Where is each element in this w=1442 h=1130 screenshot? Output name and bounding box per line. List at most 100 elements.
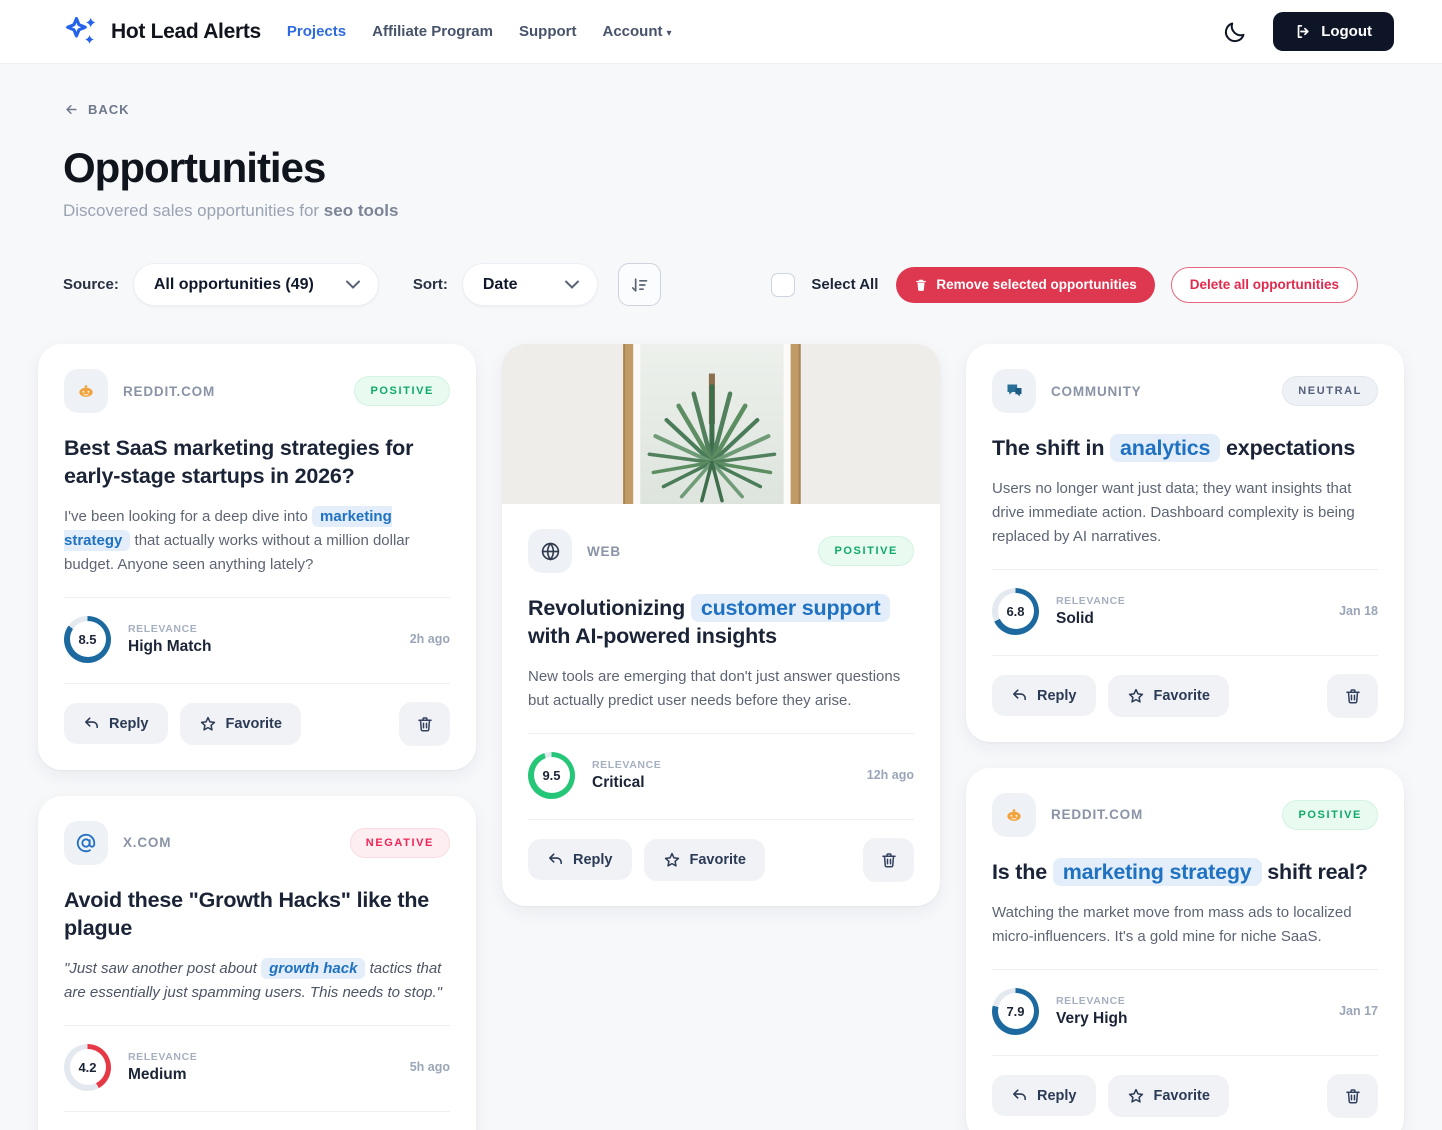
opportunity-title: Is the marketing strategy shift real? [992,857,1368,886]
opportunity-title: The shift in analytics expectations [992,434,1356,462]
favorite-label: Favorite [1153,1087,1210,1104]
opportunity-card: REDDIT.COM POSITIVE Is the marketing str… [966,767,1404,1130]
nav-projects[interactable]: Projects [286,23,347,40]
keyword-highlight: customer support [690,594,891,622]
main-nav: Projects Affiliate Program Support Accou… [287,23,672,40]
source-icon-chip [992,369,1036,413]
reply-icon [83,715,100,732]
opportunity-image [502,344,940,504]
favorite-button[interactable]: Favorite [1107,1074,1229,1117]
globe-icon [540,541,561,562]
reply-label: Reply [109,715,149,732]
relevance-row: 6.8 RELEVANCE Solid Jan 18 [992,568,1378,655]
logout-button[interactable]: Logout [1273,12,1394,51]
trash-icon [1344,687,1362,705]
relevance-row: 4.2 RELEVANCE Medium 5h ago [64,1024,450,1111]
relevance-caption: RELEVANCE [592,758,662,771]
source-icon-chip [992,792,1036,837]
nav-account-dropdown[interactable]: Account ▾ [602,23,672,40]
relevance-caption: RELEVANCE [1056,594,1126,607]
source-name: X.COM [123,835,172,851]
star-icon [199,715,217,733]
source-icon-chip [528,529,572,573]
reply-button[interactable]: Reply [528,839,632,881]
arrow-left-icon [63,102,80,117]
reply-icon [547,851,564,868]
timestamp: Jan 18 [1339,604,1378,619]
relevance-caption: RELEVANCE [128,622,198,635]
timestamp: Jan 17 [1339,1004,1378,1019]
opportunity-excerpt: New tools are emerging that don't just a… [528,667,901,709]
brand: Hot Lead Alerts [63,13,261,51]
nav-support[interactable]: Support [518,23,577,40]
opportunity-excerpt: Users no longer want just data; they wan… [992,479,1355,545]
reply-button[interactable]: Reply [64,703,168,745]
trash-icon [416,715,434,733]
back-link[interactable]: BACK [63,102,130,117]
opportunity-excerpt: "Just saw another post about growth hack… [64,957,442,1001]
relevance-score: 4.2 [78,1059,97,1075]
delete-card-button[interactable] [1327,1073,1378,1118]
nav-affiliate-program[interactable]: Affiliate Program [372,23,493,40]
opportunity-grid: REDDIT.COM POSITIVE Best SaaS marketing … [0,306,1442,1130]
delete-all-button[interactable]: Delete all opportunities [1170,266,1358,303]
remove-selected-button[interactable]: Remove selected opportunities [896,266,1155,303]
source-icon-chip [64,369,108,413]
select-all-checkbox[interactable] [771,272,796,297]
delete-card-button[interactable] [863,837,914,882]
timestamp: 5h ago [409,1060,450,1075]
timestamp: 12h ago [866,768,914,783]
app-title: Hot Lead Alerts [111,19,261,43]
reddit-icon [1004,805,1024,825]
favorite-button[interactable]: Favorite [179,702,301,745]
relevance-score: 6.8 [1006,603,1025,619]
sort-direction-button[interactable] [617,263,661,306]
source-select[interactable]: All opportunities (49) [132,263,379,306]
relevance-label: Critical [592,773,645,791]
page-subtitle: Discovered sales opportunities for seo t… [63,201,399,220]
trash-icon [914,278,928,292]
select-all-label: Select All [811,276,879,293]
timestamp: 2h ago [409,632,450,647]
sort-descending-icon [629,275,649,295]
favorite-button[interactable]: Favorite [643,838,765,881]
relevance-score: 8.5 [78,631,97,647]
sort-select[interactable]: Date [461,263,598,306]
relevance-label: High Match [128,637,212,655]
relevance-label: Solid [1056,609,1094,627]
source-name: COMMUNITY [1051,383,1142,399]
keyword-highlight: analytics [1110,434,1221,462]
opportunity-excerpt: Watching the market move from mass ads t… [992,903,1352,945]
delete-card-button[interactable] [399,701,450,746]
relevance-row: 7.9 RELEVANCE Very High Jan 17 [992,968,1378,1055]
favorite-button[interactable]: Favorite [1107,674,1229,717]
favorite-label: Favorite [689,851,746,868]
theme-toggle-button[interactable] [1223,20,1247,44]
relevance-ring: 6.8 [992,587,1039,635]
grid-column-1: REDDIT.COM POSITIVE Best SaaS marketing … [38,344,476,1130]
filter-toolbar: Source: All opportunities (49) Sort: Dat… [0,263,1442,306]
relevance-ring: 9.5 [528,751,575,799]
sentiment-badge: NEGATIVE [349,827,450,858]
relevance-row: 8.5 RELEVANCE High Match 2h ago [64,596,450,683]
relevance-caption: RELEVANCE [128,1050,198,1063]
reply-button[interactable]: Reply [992,675,1096,717]
relevance-score: 9.5 [542,767,561,783]
delete-card-button[interactable] [1327,673,1378,718]
grid-column-3: COMMUNITY NEUTRAL The shift in analytics… [966,344,1404,1130]
keyword-highlight: marketing strategy [1052,857,1262,886]
relevance-label: Medium [128,1065,187,1083]
reddit-icon [76,381,96,401]
card-actions: Reply Favorite [64,1110,450,1130]
relevance-ring: 8.5 [64,615,111,663]
opportunity-card: WEB POSITIVE Revolutionizing customer su… [502,344,940,906]
grid-column-2: WEB POSITIVE Revolutionizing customer su… [502,344,940,906]
sentiment-badge: NEUTRAL [1282,376,1378,406]
reply-button[interactable]: Reply [992,1075,1096,1117]
card-actions: Reply Favorite [64,682,450,746]
relevance-row: 9.5 RELEVANCE Critical 12h ago [528,732,914,819]
keyword-highlight: growth hack [261,957,366,979]
project-keyword: seo tools [323,201,399,220]
page-title: Opportunities [63,144,326,191]
opportunity-card: REDDIT.COM POSITIVE Best SaaS marketing … [38,344,476,770]
